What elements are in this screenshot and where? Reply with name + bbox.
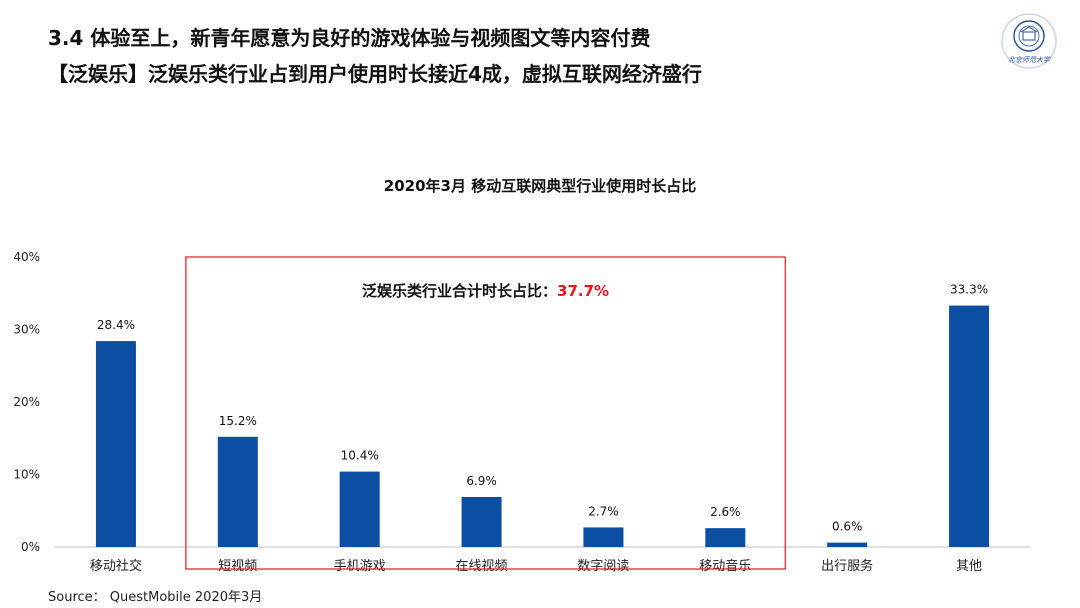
x-tick-label: 手机游戏	[334, 559, 386, 574]
y-tick-label: 10%	[13, 468, 40, 482]
data-label: 10.4%	[341, 449, 379, 463]
x-axis-labels-group: 移动社交 短视频 手机游戏 在线视频 数字阅读 移动音乐 出行服务 其他	[90, 558, 982, 574]
y-axis: 0% 10% 20% 30% 40%	[13, 250, 1030, 554]
bar	[95, 341, 136, 547]
chart-title: 2020年3月 移动互联网典型行业使用时长占比	[384, 177, 696, 195]
y-tick-label: 30%	[13, 323, 40, 337]
svg-text:北京师范大学: 北京师范大学	[1008, 56, 1051, 64]
data-label: 2.7%	[588, 504, 619, 518]
x-tick-label: 短视频	[218, 559, 257, 574]
data-label: 0.6%	[832, 520, 863, 534]
y-tick-label: 0%	[21, 540, 40, 554]
bar-chart: 2020年3月 移动互联网典型行业使用时长占比 0% 10% 20% 30% 40% 2…	[13, 177, 1030, 574]
bar	[583, 527, 624, 547]
x-tick-label: 移动社交	[90, 558, 142, 574]
bar	[461, 496, 502, 547]
annotation-box	[185, 256, 786, 570]
source-note: Source： QuestMobile 2020年3月	[48, 590, 263, 605]
x-tick-label: 出行服务	[821, 558, 873, 574]
page-title: 3.4 体验至上，新青年愿意为良好的游戏体验与视频图文等内容付费	[48, 26, 651, 50]
university-seal-logo: 北京师范大学	[1001, 13, 1057, 69]
x-tick-label: 其他	[956, 559, 982, 574]
bar	[217, 436, 258, 547]
data-label: 15.2%	[219, 414, 257, 428]
bar	[949, 305, 990, 547]
bar	[339, 471, 380, 547]
data-label: 33.3%	[950, 283, 988, 297]
y-tick-label: 20%	[13, 395, 40, 409]
data-label: 6.9%	[466, 474, 497, 488]
annotation-label: 泛娱乐类行业合计时长占比：	[362, 282, 557, 300]
annotation-group: 泛娱乐类行业合计时长占比：37.7%	[185, 256, 786, 570]
x-tick-label: 数字阅读	[577, 559, 629, 574]
bars-group	[95, 305, 990, 547]
annotation-text: 泛娱乐类行业合计时长占比：37.7%	[362, 282, 609, 300]
page-subtitle: 【泛娱乐】泛娱乐类行业占到用户使用时长接近4成，虚拟互联网经济盛行	[48, 62, 702, 86]
data-label: 28.4%	[97, 318, 135, 332]
bar	[705, 528, 746, 547]
bar	[827, 542, 868, 547]
x-tick-label: 移动音乐	[699, 558, 751, 574]
annotation-value: 37.7%	[557, 282, 609, 300]
y-tick-label: 40%	[13, 250, 40, 264]
data-label: 2.6%	[710, 505, 741, 519]
value-labels-group: 28.4% 15.2% 10.4% 6.9% 2.7% 2.6% 0.6% 33.3%	[97, 283, 988, 534]
x-tick-label: 在线视频	[456, 559, 508, 574]
